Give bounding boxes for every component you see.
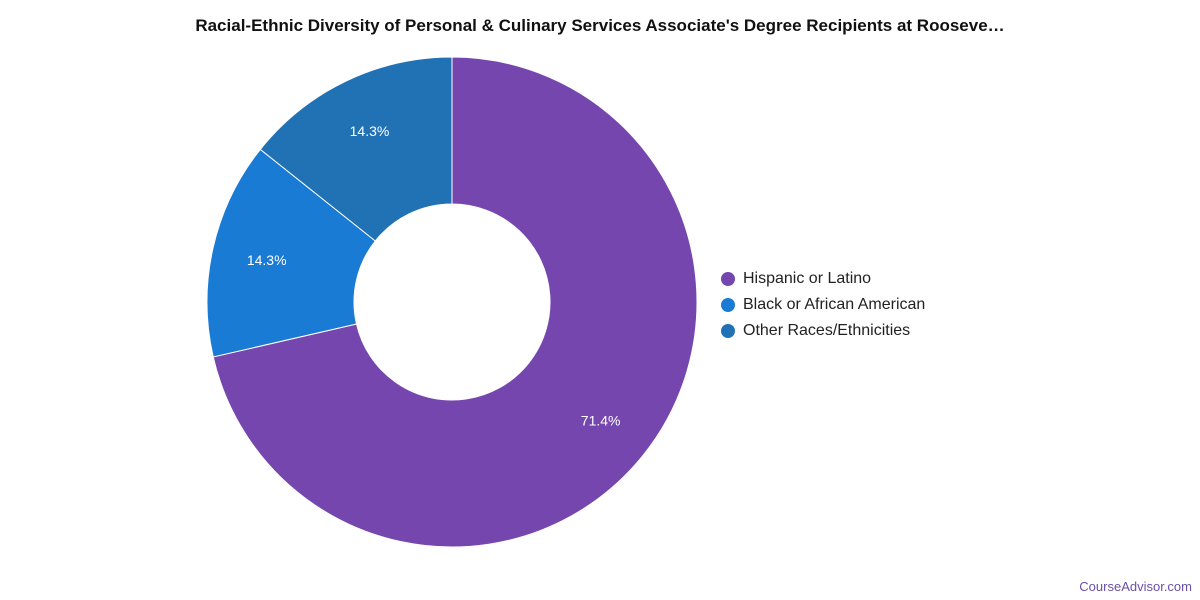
- donut-slice-1[interactable]: [206, 148, 377, 358]
- legend-label: Black or African American: [743, 296, 926, 313]
- source-credit[interactable]: CourseAdvisor.com: [1079, 579, 1192, 594]
- chart-legend: Hispanic or Latino Black or African Amer…: [721, 266, 925, 344]
- legend-swatch-icon: [721, 324, 735, 338]
- legend-item-black-or-african-american[interactable]: Black or African American: [721, 292, 925, 318]
- legend-item-other-races-ethnicities[interactable]: Other Races/Ethnicities: [721, 318, 925, 344]
- legend-swatch-icon: [721, 272, 735, 286]
- legend-label: Hispanic or Latino: [743, 270, 872, 287]
- slice-data-label: 14.3%: [247, 252, 287, 268]
- legend-item-hispanic-or-latino[interactable]: Hispanic or Latino: [721, 266, 925, 292]
- legend-swatch-icon: [721, 298, 735, 312]
- donut-slice-2[interactable]: [259, 56, 453, 242]
- legend-label: Other Races/Ethnicities: [743, 322, 911, 339]
- slice-data-label: 71.4%: [581, 412, 621, 428]
- chart-title: Racial-Ethnic Diversity of Personal & Cu…: [195, 16, 1005, 35]
- donut-slice-0[interactable]: [212, 56, 698, 548]
- slice-data-label: 14.3%: [350, 123, 390, 139]
